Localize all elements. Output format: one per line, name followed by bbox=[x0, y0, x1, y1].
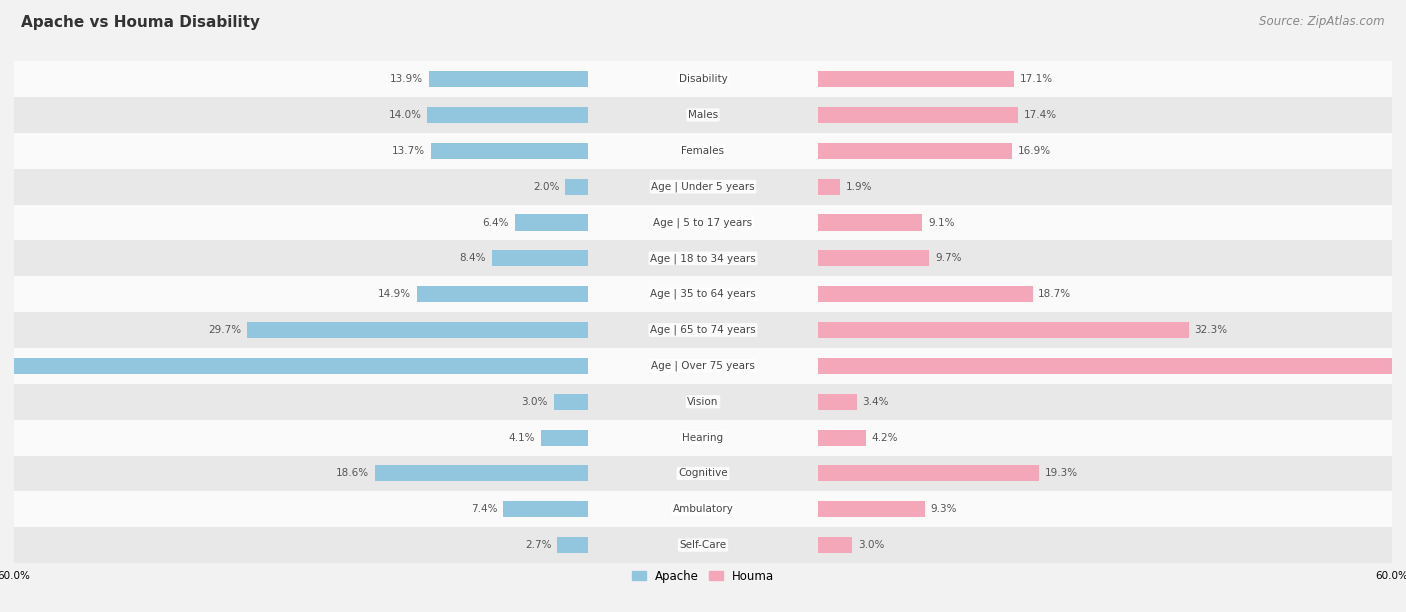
Legend: Apache, Houma: Apache, Houma bbox=[627, 565, 779, 588]
Bar bbox=[818, 358, 1406, 374]
Text: 32.3%: 32.3% bbox=[1195, 325, 1227, 335]
Text: Vision: Vision bbox=[688, 397, 718, 407]
Bar bbox=[14, 241, 1392, 276]
Bar bbox=[818, 465, 1039, 482]
Text: 19.3%: 19.3% bbox=[1045, 468, 1078, 479]
Bar bbox=[14, 491, 1392, 527]
Bar bbox=[503, 501, 588, 517]
Text: 8.4%: 8.4% bbox=[460, 253, 486, 263]
Text: Age | Under 5 years: Age | Under 5 years bbox=[651, 181, 755, 192]
Bar bbox=[818, 214, 922, 231]
Bar bbox=[818, 107, 1018, 123]
Text: Age | 65 to 74 years: Age | 65 to 74 years bbox=[650, 325, 756, 335]
Bar bbox=[818, 179, 839, 195]
Bar bbox=[554, 394, 588, 410]
Text: Ambulatory: Ambulatory bbox=[672, 504, 734, 514]
Bar bbox=[427, 107, 588, 123]
Bar bbox=[818, 250, 929, 266]
Bar bbox=[14, 276, 1392, 312]
Bar bbox=[0, 358, 588, 374]
Text: Self-Care: Self-Care bbox=[679, 540, 727, 550]
Bar bbox=[14, 527, 1392, 563]
Bar bbox=[492, 250, 588, 266]
Bar bbox=[818, 71, 1014, 87]
Bar bbox=[14, 133, 1392, 169]
Text: 17.1%: 17.1% bbox=[1019, 74, 1053, 84]
Bar bbox=[818, 286, 1032, 302]
Text: Hearing: Hearing bbox=[682, 433, 724, 442]
Text: Age | Over 75 years: Age | Over 75 years bbox=[651, 360, 755, 371]
Text: 3.0%: 3.0% bbox=[858, 540, 884, 550]
Text: 29.7%: 29.7% bbox=[208, 325, 242, 335]
Bar bbox=[541, 430, 588, 446]
Bar bbox=[818, 322, 1188, 338]
Text: Males: Males bbox=[688, 110, 718, 120]
Text: 9.1%: 9.1% bbox=[928, 217, 955, 228]
Text: Cognitive: Cognitive bbox=[678, 468, 728, 479]
Bar bbox=[374, 465, 588, 482]
Text: 18.7%: 18.7% bbox=[1038, 289, 1071, 299]
Bar bbox=[14, 420, 1392, 455]
Bar bbox=[14, 61, 1392, 97]
Bar bbox=[247, 322, 588, 338]
Text: 2.0%: 2.0% bbox=[533, 182, 560, 192]
Text: 18.6%: 18.6% bbox=[336, 468, 368, 479]
Bar bbox=[557, 537, 588, 553]
Text: 6.4%: 6.4% bbox=[482, 217, 509, 228]
Text: 4.2%: 4.2% bbox=[872, 433, 898, 442]
Text: 9.3%: 9.3% bbox=[931, 504, 957, 514]
Text: 2.7%: 2.7% bbox=[524, 540, 551, 550]
Bar bbox=[818, 394, 856, 410]
Text: 13.7%: 13.7% bbox=[392, 146, 425, 156]
Text: 16.9%: 16.9% bbox=[1018, 146, 1050, 156]
Text: 14.0%: 14.0% bbox=[388, 110, 422, 120]
Bar bbox=[418, 286, 588, 302]
Bar bbox=[429, 71, 588, 87]
Text: 17.4%: 17.4% bbox=[1024, 110, 1056, 120]
Text: Females: Females bbox=[682, 146, 724, 156]
Bar bbox=[14, 384, 1392, 420]
Bar bbox=[565, 179, 588, 195]
Bar bbox=[14, 204, 1392, 241]
Bar bbox=[818, 501, 925, 517]
Text: 3.0%: 3.0% bbox=[522, 397, 548, 407]
Text: 4.1%: 4.1% bbox=[509, 433, 536, 442]
Text: Age | 5 to 17 years: Age | 5 to 17 years bbox=[654, 217, 752, 228]
Text: 14.9%: 14.9% bbox=[378, 289, 412, 299]
Text: Disability: Disability bbox=[679, 74, 727, 84]
Bar bbox=[430, 143, 588, 159]
Text: 1.9%: 1.9% bbox=[845, 182, 872, 192]
Text: 3.4%: 3.4% bbox=[863, 397, 889, 407]
Text: Apache vs Houma Disability: Apache vs Houma Disability bbox=[21, 15, 260, 31]
Bar bbox=[818, 430, 866, 446]
Bar bbox=[14, 97, 1392, 133]
Text: 13.9%: 13.9% bbox=[389, 74, 423, 84]
Bar bbox=[14, 169, 1392, 204]
Bar bbox=[14, 455, 1392, 491]
Bar bbox=[515, 214, 588, 231]
Bar bbox=[14, 312, 1392, 348]
Text: 7.4%: 7.4% bbox=[471, 504, 498, 514]
Text: Source: ZipAtlas.com: Source: ZipAtlas.com bbox=[1260, 15, 1385, 28]
Text: 9.7%: 9.7% bbox=[935, 253, 962, 263]
Text: Age | 18 to 34 years: Age | 18 to 34 years bbox=[650, 253, 756, 264]
Text: Age | 35 to 64 years: Age | 35 to 64 years bbox=[650, 289, 756, 299]
Bar bbox=[14, 348, 1392, 384]
Bar bbox=[818, 537, 852, 553]
Bar bbox=[818, 143, 1012, 159]
